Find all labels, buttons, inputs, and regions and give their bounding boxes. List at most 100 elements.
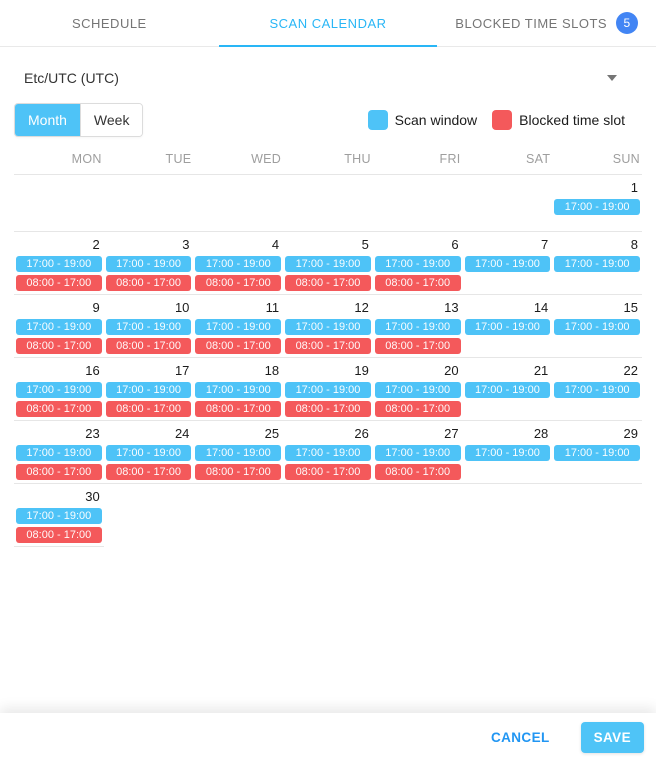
blocked-time-slot-event[interactable]: 08:00 - 17:00 — [374, 338, 461, 354]
scan-window-event[interactable]: 17:00 - 19:00 — [105, 256, 192, 272]
tab-scan-calendar[interactable]: SCAN CALENDAR — [218, 0, 438, 47]
scan-window-event[interactable]: 17:00 - 19:00 — [285, 319, 371, 335]
blocked-time-slot-event[interactable]: 08:00 - 17:00 — [16, 464, 102, 480]
scan-window-event[interactable]: 17:00 - 19:00 — [195, 319, 282, 335]
blocked-time-slot-event[interactable]: 08:00 - 17:00 — [16, 338, 102, 354]
legend: Scan window Blocked time slot — [367, 110, 625, 130]
blocked-time-slot-event[interactable]: 08:00 - 17:00 — [374, 401, 461, 417]
scan-window-event[interactable]: 17:00 - 19:00 — [16, 445, 102, 461]
calendar-day-cell[interactable]: 16 17:00 - 19:00 08:00 - 17:00 — [14, 358, 104, 420]
scan-window-event[interactable]: 17:00 - 19:00 — [464, 319, 551, 335]
blocked-time-slot-event[interactable]: 08:00 - 17:00 — [285, 464, 371, 480]
calendar-day-cell[interactable]: 7 17:00 - 19:00 — [463, 232, 553, 294]
scan-window-event[interactable]: 17:00 - 19:00 — [464, 445, 551, 461]
calendar-day-cell[interactable]: 4 17:00 - 19:00 08:00 - 17:00 — [193, 232, 283, 294]
cancel-button[interactable]: CANCEL — [475, 722, 566, 753]
calendar-day-cell[interactable]: 19 17:00 - 19:00 08:00 - 17:00 — [283, 358, 373, 420]
day-header: SAT — [525, 152, 551, 166]
scan-window-event[interactable]: 17:00 - 19:00 — [554, 445, 640, 461]
scan-window-event[interactable]: 17:00 - 19:00 — [374, 256, 461, 272]
day-number: 29 — [623, 426, 638, 441]
legend-label: Scan window — [394, 112, 478, 128]
scan-window-event[interactable]: 17:00 - 19:00 — [554, 199, 640, 215]
scan-window-event[interactable]: 17:00 - 19:00 — [105, 382, 192, 398]
scan-window-event[interactable]: 17:00 - 19:00 — [464, 382, 551, 398]
scan-window-event[interactable]: 17:00 - 19:00 — [195, 445, 282, 461]
calendar-week-row: 16 17:00 - 19:00 08:00 - 17:00 17 17:00 - 19… — [14, 358, 642, 421]
calendar-day-cell[interactable]: 8 17:00 - 19:00 — [552, 232, 642, 294]
blocked-time-slot-event[interactable]: 08:00 - 17:00 — [285, 401, 371, 417]
blocked-time-slot-event[interactable]: 08:00 - 17:00 — [16, 401, 102, 417]
calendar-day-cell[interactable]: 30 17:00 - 19:00 08:00 - 17:00 — [14, 484, 104, 547]
blocked-time-slot-event[interactable]: 08:00 - 17:00 — [105, 338, 192, 354]
calendar-day-cell[interactable]: 22 17:00 - 19:00 — [552, 358, 642, 420]
scan-window-event[interactable]: 17:00 - 19:00 — [195, 382, 282, 398]
calendar-day-cell[interactable]: 12 17:00 - 19:00 08:00 - 17:00 — [283, 295, 373, 357]
day-number: 12 — [354, 300, 369, 315]
calendar-day-cell — [104, 484, 194, 547]
scan-window-event[interactable]: 17:00 - 19:00 — [16, 256, 102, 272]
tab-label: BLOCKED TIME SLOTS — [455, 15, 608, 31]
scan-window-event[interactable]: 17:00 - 19:00 — [464, 256, 551, 272]
blocked-time-slot-event[interactable]: 08:00 - 17:00 — [195, 338, 282, 354]
calendar-day-cell[interactable]: 17 17:00 - 19:00 08:00 - 17:00 — [104, 358, 194, 420]
calendar-day-cell[interactable]: 25 17:00 - 19:00 08:00 - 17:00 — [193, 421, 283, 483]
blocked-time-slot-event[interactable]: 08:00 - 17:00 — [16, 527, 102, 543]
scan-window-event[interactable]: 17:00 - 19:00 — [285, 256, 371, 272]
blocked-time-slot-event[interactable]: 08:00 - 17:00 — [16, 275, 102, 291]
calendar-day-cell — [463, 484, 553, 547]
scan-window-event[interactable]: 17:00 - 19:00 — [285, 382, 371, 398]
day-number: 15 — [623, 300, 638, 315]
scan-window-event[interactable]: 17:00 - 19:00 — [16, 382, 102, 398]
calendar-day-cell[interactable]: 24 17:00 - 19:00 08:00 - 17:00 — [104, 421, 194, 483]
blocked-time-slot-event[interactable]: 08:00 - 17:00 — [105, 464, 192, 480]
month-toggle-button[interactable]: Month — [15, 104, 80, 136]
calendar-day-cell[interactable]: 27 17:00 - 19:00 08:00 - 17:00 — [373, 421, 463, 483]
scan-window-event[interactable]: 17:00 - 19:00 — [16, 319, 102, 335]
scan-window-event[interactable]: 17:00 - 19:00 — [554, 256, 640, 272]
save-button[interactable]: SAVE — [580, 721, 644, 753]
calendar-day-cell[interactable]: 2 17:00 - 19:00 08:00 - 17:00 — [14, 232, 104, 294]
calendar-day-cell[interactable]: 6 17:00 - 19:00 08:00 - 17:00 — [373, 232, 463, 294]
scan-window-event[interactable]: 17:00 - 19:00 — [374, 382, 461, 398]
calendar-day-cell[interactable]: 13 17:00 - 19:00 08:00 - 17:00 — [373, 295, 463, 357]
blocked-time-slot-event[interactable]: 08:00 - 17:00 — [195, 464, 282, 480]
tab-blocked-time-slots[interactable]: BLOCKED TIME SLOTS 5 — [437, 0, 656, 46]
calendar-day-cell[interactable]: 10 17:00 - 19:00 08:00 - 17:00 — [104, 295, 194, 357]
scan-window-event[interactable]: 17:00 - 19:00 — [554, 382, 640, 398]
tab-schedule[interactable]: SCHEDULE — [0, 0, 219, 46]
calendar-day-cell[interactable]: 18 17:00 - 19:00 08:00 - 17:00 — [193, 358, 283, 420]
calendar-day-cell[interactable]: 26 17:00 - 19:00 08:00 - 17:00 — [283, 421, 373, 483]
scan-window-event[interactable]: 17:00 - 19:00 — [285, 445, 371, 461]
blocked-time-slot-event[interactable]: 08:00 - 17:00 — [374, 464, 461, 480]
scan-window-event[interactable]: 17:00 - 19:00 — [374, 445, 461, 461]
scan-window-event[interactable]: 17:00 - 19:00 — [195, 256, 282, 272]
blocked-time-slot-event[interactable]: 08:00 - 17:00 — [285, 338, 371, 354]
calendar-day-cell[interactable]: 1 17:00 - 19:00 — [552, 175, 642, 231]
scan-window-event[interactable]: 17:00 - 19:00 — [105, 319, 192, 335]
calendar-day-cell[interactable]: 23 17:00 - 19:00 08:00 - 17:00 — [14, 421, 104, 483]
calendar-day-cell[interactable]: 14 17:00 - 19:00 — [463, 295, 553, 357]
scan-window-event[interactable]: 17:00 - 19:00 — [554, 319, 640, 335]
blocked-time-slot-event[interactable]: 08:00 - 17:00 — [105, 401, 192, 417]
calendar-day-cell[interactable]: 11 17:00 - 19:00 08:00 - 17:00 — [193, 295, 283, 357]
calendar-day-cell[interactable]: 3 17:00 - 19:00 08:00 - 17:00 — [104, 232, 194, 294]
timezone-select[interactable]: Etc/UTC (UTC) — [0, 47, 656, 99]
calendar-day-cell[interactable]: 21 17:00 - 19:00 — [463, 358, 553, 420]
blocked-time-slot-event[interactable]: 08:00 - 17:00 — [195, 275, 282, 291]
scan-window-event[interactable]: 17:00 - 19:00 — [16, 508, 102, 524]
blocked-time-slot-event[interactable]: 08:00 - 17:00 — [105, 275, 192, 291]
calendar-day-cell[interactable]: 15 17:00 - 19:00 — [552, 295, 642, 357]
scan-window-event[interactable]: 17:00 - 19:00 — [374, 319, 461, 335]
blocked-time-slot-event[interactable]: 08:00 - 17:00 — [195, 401, 282, 417]
calendar-week-row: 23 17:00 - 19:00 08:00 - 17:00 24 17:00 - 19… — [14, 421, 642, 484]
calendar-day-cell[interactable]: 20 17:00 - 19:00 08:00 - 17:00 — [373, 358, 463, 420]
calendar-day-cell[interactable]: 28 17:00 - 19:00 — [463, 421, 553, 483]
scan-window-event[interactable]: 17:00 - 19:00 — [105, 445, 192, 461]
calendar-day-cell[interactable]: 5 17:00 - 19:00 08:00 - 17:00 — [283, 232, 373, 294]
calendar-day-cell[interactable]: 9 17:00 - 19:00 08:00 - 17:00 — [14, 295, 104, 357]
blocked-time-slot-event[interactable]: 08:00 - 17:00 — [285, 275, 371, 291]
calendar-day-cell[interactable]: 29 17:00 - 19:00 — [552, 421, 642, 483]
blocked-time-slot-event[interactable]: 08:00 - 17:00 — [374, 275, 461, 291]
week-toggle-button[interactable]: Week — [79, 104, 143, 136]
